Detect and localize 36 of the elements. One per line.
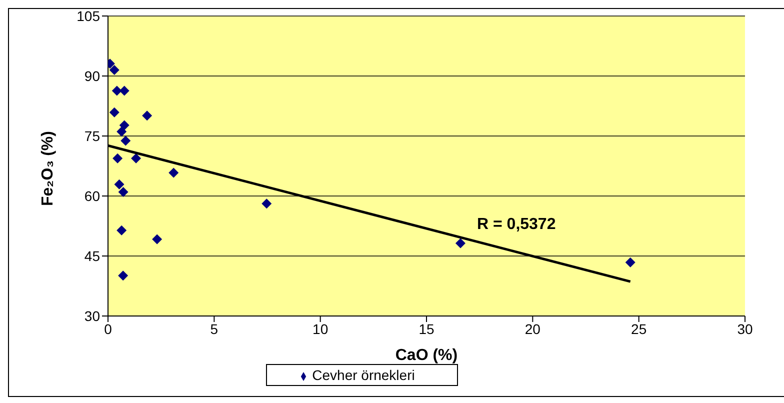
point: [119, 86, 130, 96]
point: [118, 187, 128, 197]
point: [116, 126, 127, 137]
x-tick-label: 30: [737, 320, 753, 337]
point: [116, 225, 127, 236]
point: [112, 153, 123, 164]
y-tick-label: 45: [84, 248, 100, 264]
point: [118, 270, 128, 281]
x-tick-label: 20: [524, 320, 541, 337]
point: [112, 86, 122, 96]
point: [109, 107, 120, 118]
y-axis-title: Fe₂O₃ (%): [40, 131, 57, 206]
x-tick-label: 0: [104, 320, 112, 337]
point: [120, 136, 131, 146]
x-axis-title: CaO (%): [395, 347, 458, 364]
point: [142, 110, 152, 121]
y-tick-label: 105: [76, 8, 100, 24]
point: [131, 153, 142, 164]
point: [119, 120, 130, 130]
point: [109, 65, 120, 75]
point: [168, 168, 179, 178]
x-tick-label: 15: [418, 320, 434, 337]
point: [114, 179, 124, 190]
x-tick-label: 10: [312, 320, 328, 337]
y-tick-label: 60: [84, 188, 100, 204]
y-tick-label: 75: [84, 128, 100, 144]
legend-label: Cevher örnekleri: [312, 367, 415, 383]
point: [455, 238, 466, 248]
x-tick-label: 5: [210, 320, 218, 337]
point: [625, 257, 636, 268]
point: [152, 234, 162, 244]
y-tick-label: 30: [84, 308, 100, 324]
annotation: R = 0,5372: [477, 216, 556, 234]
point: [262, 198, 272, 209]
y-tick-label: 90: [84, 68, 100, 84]
x-tick-label: 25: [631, 320, 647, 337]
